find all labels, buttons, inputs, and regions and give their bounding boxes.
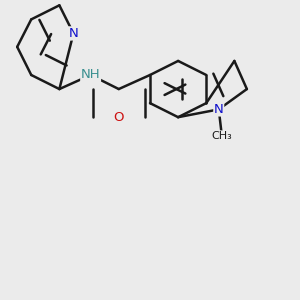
Text: CH₃: CH₃ [212,131,232,141]
Text: O: O [113,111,124,124]
Text: N: N [214,103,224,116]
Text: NH: NH [81,68,100,82]
Text: N: N [69,27,78,40]
